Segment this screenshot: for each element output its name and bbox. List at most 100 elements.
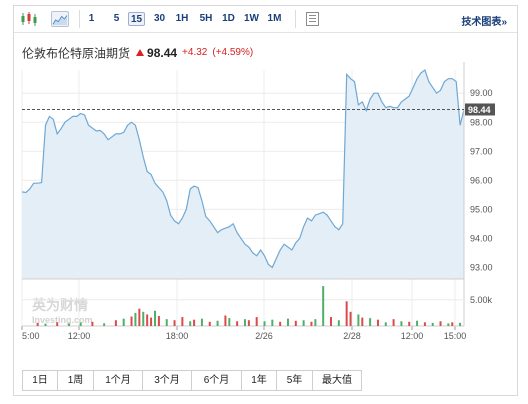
- price-chart[interactable]: 93.00 94.00 95.00 96.00 97.00 98.00 99.00 5:00 1…: [14, 6, 517, 361]
- volume-bar: [416, 320, 419, 326]
- volume-bar: [310, 321, 313, 326]
- volume-bar: [392, 319, 395, 326]
- volume-bar: [193, 319, 196, 326]
- range-button-4[interactable]: 6个月: [192, 371, 242, 390]
- volume-bar: [236, 321, 239, 326]
- volume-bar: [314, 319, 317, 326]
- price-change: +4.32: [182, 47, 208, 59]
- last-price-tag-label: 98.44: [468, 105, 491, 115]
- volume-bar: [44, 323, 47, 326]
- interval-1[interactable]: 1: [88, 13, 95, 24]
- x-tick-label: 12:00: [401, 331, 424, 341]
- volume-bar: [376, 319, 379, 326]
- range-button-7[interactable]: 最大值: [322, 375, 352, 386]
- last-price-tag: [465, 103, 495, 116]
- last-price: 98.44: [147, 45, 178, 60]
- interval-15[interactable]: 15: [128, 12, 145, 26]
- instrument-name: 伦敦布伦特原油期货: [22, 46, 131, 61]
- toolbar-divider: [79, 10, 80, 28]
- volume-bar: [294, 320, 297, 326]
- volume-bar: [439, 321, 442, 326]
- price-change-pct: (+4.59%): [212, 47, 254, 59]
- x-tick-label: 12:00: [68, 331, 91, 341]
- y-tick-label: 96.00: [470, 175, 493, 185]
- volume-bar: [337, 320, 340, 326]
- volume-bar: [103, 323, 106, 326]
- watermark-cn: 英为财情: [31, 297, 88, 313]
- volume-bar: [150, 317, 153, 326]
- watermark-en: Investing.com: [32, 315, 93, 325]
- volume-bar: [181, 317, 184, 326]
- interval-5h[interactable]: 5H: [199, 13, 213, 24]
- x-tick-label: 2/28: [343, 331, 361, 341]
- y-tick-label: 95.00: [470, 204, 493, 214]
- volume-bar: [459, 322, 462, 326]
- volume-bar: [369, 318, 372, 326]
- up-arrow-icon: [136, 49, 145, 57]
- interval-1d[interactable]: 1D: [222, 13, 235, 24]
- volume-tick-label: 5.00k: [470, 295, 493, 305]
- interval-30[interactable]: 30: [153, 13, 166, 24]
- volume-bar: [56, 322, 59, 326]
- technical-chart-link-suffix: »: [501, 17, 507, 28]
- interval-1w[interactable]: 1W: [244, 13, 259, 24]
- price-line: [21, 69, 465, 269]
- toolbar-divider: [295, 10, 296, 28]
- range-button-3[interactable]: 3个月: [143, 371, 192, 390]
- chart-widget: 1 5 15 30 1H 5H 1D 1W 1M 技术图表» 伦敦布伦特原油期货 98.44 +4.…: [13, 5, 518, 396]
- range-selector: 1日 1周 1个月 3个月 6个月 1年 5年 最大值: [22, 370, 362, 391]
- volume-bar: [189, 321, 192, 326]
- volume-bar: [216, 320, 219, 326]
- volume-bar: [279, 321, 282, 326]
- interval-5[interactable]: 5: [113, 13, 120, 24]
- x-tick-label: 2/26: [255, 331, 273, 341]
- x-tick-label: 18:00: [166, 331, 189, 341]
- volume-bar: [130, 316, 133, 326]
- volume-bar: [247, 320, 250, 326]
- volume-bar: [165, 319, 168, 326]
- x-tick-label: 5:00: [22, 331, 40, 341]
- volume-bar: [200, 318, 203, 326]
- volume-bar: [431, 322, 434, 326]
- volume-bar: [36, 322, 39, 326]
- volume-bar: [146, 314, 149, 326]
- volume-bar: [330, 317, 333, 326]
- volume-bar: [153, 310, 156, 326]
- volume-bar: [157, 316, 160, 326]
- volume-bar: [322, 286, 325, 326]
- volume-bar: [271, 319, 274, 326]
- range-button-5[interactable]: 1年: [242, 371, 277, 390]
- volume-bar: [122, 318, 125, 326]
- data-table-icon[interactable]: [306, 12, 319, 26]
- volume-bar: [142, 311, 145, 326]
- interval-1m[interactable]: 1M: [267, 13, 282, 24]
- price-area: [22, 70, 464, 279]
- volume-bar: [79, 322, 82, 326]
- volume-bar: [408, 321, 411, 326]
- range-button-6[interactable]: 5年: [277, 371, 313, 390]
- range-button-1[interactable]: 1周: [58, 371, 94, 390]
- volume-bar: [345, 301, 348, 326]
- technical-chart-link[interactable]: 技术图表»: [461, 13, 507, 28]
- range-button-2[interactable]: 1个月: [94, 371, 143, 390]
- x-tick-label: 15:00: [444, 331, 467, 341]
- volume-bar: [67, 323, 70, 326]
- interval-1h[interactable]: 1H: [175, 13, 189, 24]
- area-chart-icon[interactable]: [51, 11, 69, 27]
- range-button-0[interactable]: 1日: [23, 371, 58, 390]
- y-tick-label: 99.00: [470, 88, 493, 98]
- volume-bar: [447, 323, 450, 326]
- volume-bar: [423, 322, 426, 326]
- volume-bar: [384, 322, 387, 326]
- volume-bar: [208, 321, 211, 326]
- volume-bar: [400, 321, 403, 326]
- candlestick-icon[interactable]: [20, 11, 38, 27]
- volume-bar: [349, 311, 352, 326]
- volume-bar: [243, 319, 246, 326]
- volume-bar: [173, 320, 176, 326]
- volume-bar: [114, 320, 117, 326]
- volume-bar: [286, 318, 289, 326]
- volume-bar: [302, 320, 305, 326]
- volume-bar: [138, 308, 141, 326]
- y-tick-label: 93.00: [470, 262, 493, 272]
